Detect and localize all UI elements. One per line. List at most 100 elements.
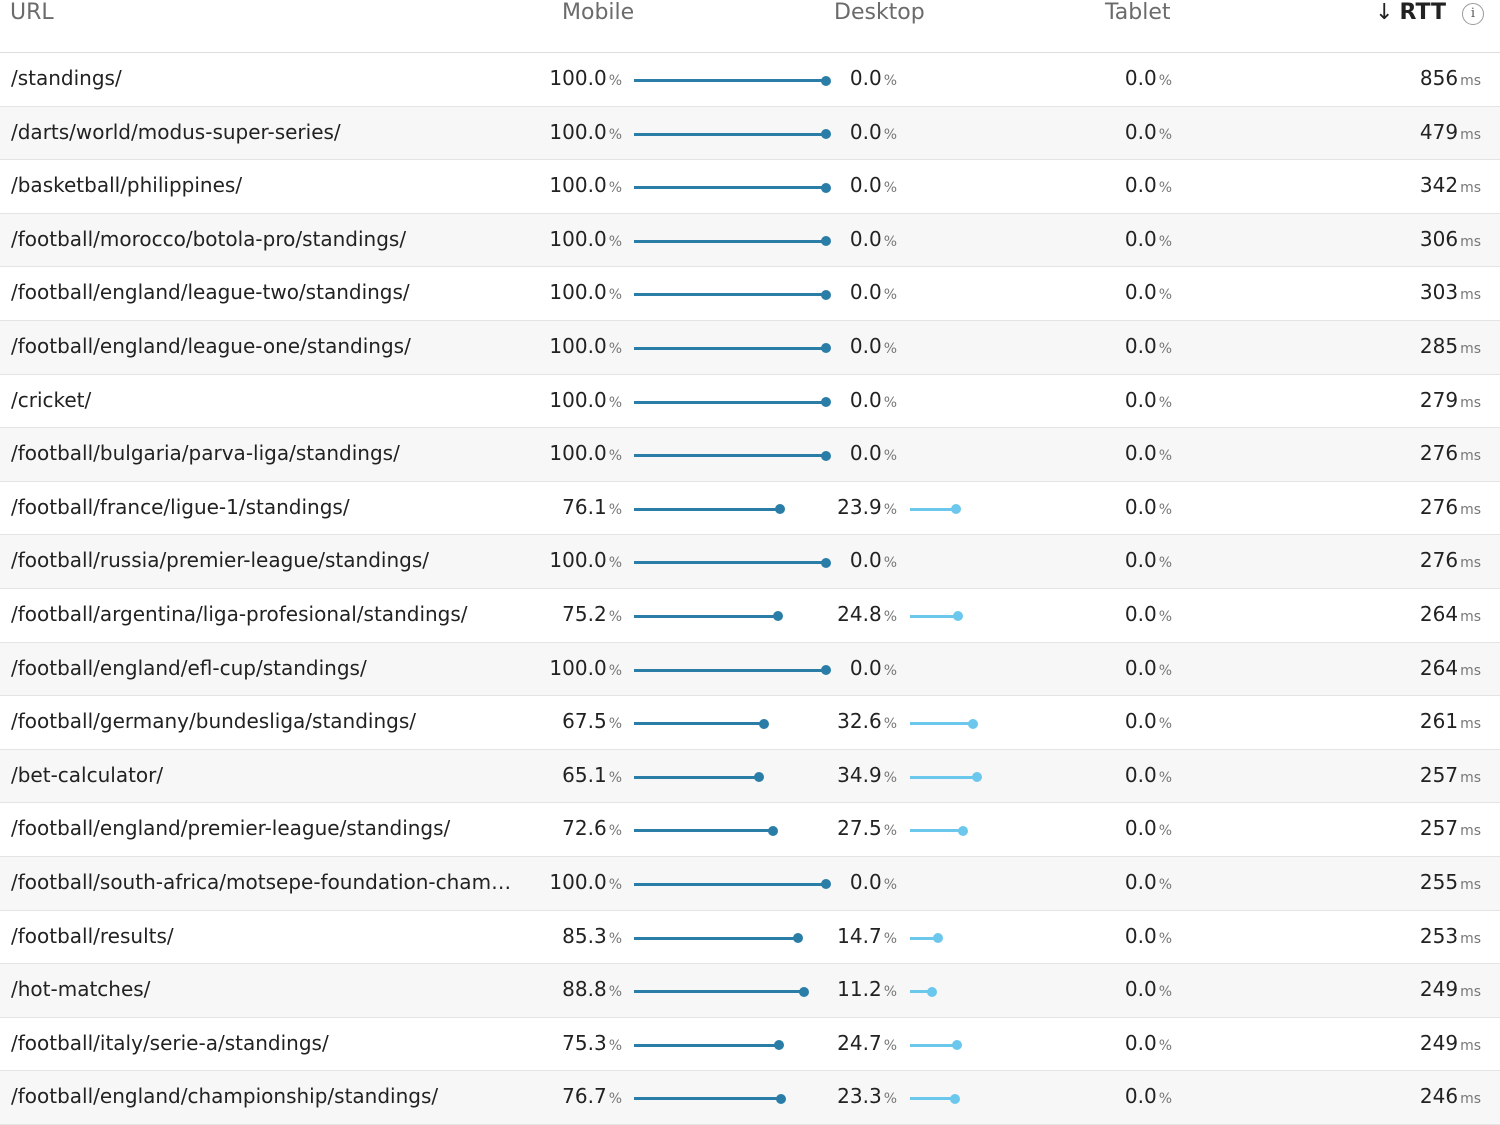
desktop-share-bar <box>910 611 963 622</box>
mobile-share-bar-dot <box>821 450 831 461</box>
desktop-share-bar <box>910 718 978 729</box>
rtt-value-value: 255 <box>1419 869 1459 894</box>
table-row[interactable]: /football/england/efl-cup/standings/100.… <box>0 642 1500 697</box>
table-row[interactable]: /football/results/85.3% 14.7% 0.0% 253 ms <box>0 911 1500 965</box>
tablet-percent-value: 0.0 <box>1124 66 1157 90</box>
column-header-tablet[interactable]: Tablet <box>1105 0 1171 25</box>
table-row[interactable]: /football/england/league-two/standings/1… <box>0 267 1500 321</box>
mobile-share-bar-dot <box>821 289 831 300</box>
desktop-percent-value: 34.9 <box>837 762 882 787</box>
table-row[interactable]: /bet-calculator/65.1% 34.9% 0.0% 257 ms <box>0 749 1500 804</box>
table-row[interactable]: /standings/100.0% 0.0% 0.0% 856 ms <box>0 53 1500 107</box>
row-url[interactable]: /football/england/league-two/standings/ <box>11 280 410 305</box>
desktop-percent-unit: % <box>883 984 897 1001</box>
desktop-percent-unit: % <box>883 126 897 143</box>
table-row[interactable]: /football/germany/bundesliga/standings/6… <box>0 696 1500 750</box>
row-url[interactable]: /basketball/philippines/ <box>11 173 243 198</box>
desktop-percent-unit: % <box>883 73 897 89</box>
desktop-share-bar <box>910 504 961 515</box>
rtt-value-value: 276 <box>1419 494 1459 519</box>
desktop-share-bar <box>910 1093 960 1104</box>
table-row[interactable]: /darts/world/modus-super-series/100.0% 0.… <box>0 106 1500 161</box>
tablet-percent: 0.0% <box>1125 173 1172 197</box>
mobile-percent-value: 100.0 <box>549 280 607 305</box>
row-url[interactable]: /football/england/premier-league/standin… <box>11 816 451 841</box>
column-header-desktop[interactable]: Desktop <box>834 0 925 25</box>
desktop-share-bar-dot <box>950 504 961 515</box>
rtt-value-value: 257 <box>1419 762 1459 787</box>
rtt-value: 276 ms <box>1420 441 1481 465</box>
row-url[interactable]: /football/results/ <box>11 923 174 948</box>
column-header-mobile[interactable]: Mobile <box>562 0 635 25</box>
row-url[interactable]: /bet-calculator/ <box>11 762 164 787</box>
row-url[interactable]: /football/italy/serie-a/standings/ <box>11 1030 329 1055</box>
tablet-percent-unit: % <box>1158 448 1172 465</box>
row-url[interactable]: /football/england/championship/standings… <box>11 1084 439 1109</box>
row-url[interactable]: /football/south-africa/motsepe-foundatio… <box>11 869 523 894</box>
table-row[interactable]: /cricket/100.0% 0.0% 0.0% 279 ms <box>0 375 1500 429</box>
row-url[interactable]: /cricket/ <box>11 387 92 412</box>
tablet-percent: 0.0% <box>1125 66 1172 90</box>
table-row[interactable]: /football/bulgaria/parva-liga/standings/… <box>0 428 1500 482</box>
desktop-percent-unit: % <box>883 716 897 733</box>
table-row[interactable]: /hot-matches/88.8% 11.2% 0.0% 249 ms <box>0 964 1500 1018</box>
mobile-share-bar <box>634 933 803 943</box>
table-row[interactable]: /football/england/premier-league/standin… <box>0 803 1500 857</box>
row-url[interactable]: /football/france/ligue-1/standings/ <box>11 494 350 519</box>
table-row[interactable]: /basketball/philippines/100.0% 0.0% 0.0% 34… <box>0 160 1500 214</box>
tablet-percent-unit: % <box>1158 180 1172 197</box>
mobile-percent-value: 65.1 <box>562 762 607 787</box>
tablet-percent: 0.0% <box>1125 1031 1172 1055</box>
row-url[interactable]: /darts/world/modus-super-series/ <box>11 119 341 144</box>
column-header-url[interactable]: URL <box>10 0 54 25</box>
table-row[interactable]: /football/south-africa/motsepe-foundatio… <box>0 856 1500 911</box>
desktop-percent-value: 24.7 <box>837 1030 882 1055</box>
table-row[interactable]: /football/russia/premier-league/standing… <box>0 535 1500 589</box>
row-url[interactable]: /football/germany/bundesliga/standings/ <box>11 709 416 734</box>
desktop-percent-unit: % <box>883 501 897 518</box>
table-row[interactable]: /football/england/league-one/standings/1… <box>0 320 1500 375</box>
row-url[interactable]: /football/argentina/liga-profesional/sta… <box>11 601 468 626</box>
table-row[interactable]: /football/france/ligue-1/standings/76.1%… <box>0 482 1500 536</box>
mobile-share-bar <box>634 343 831 354</box>
table-row[interactable]: /football/england/championship/standings… <box>0 1071 1500 1125</box>
rtt-value-unit: ms <box>1460 555 1481 572</box>
mobile-percent-value: 85.3 <box>562 923 607 948</box>
column-header-rtt[interactable]: ↓ RTT <box>1375 0 1446 28</box>
table-row[interactable]: /football/italy/serie-a/standings/75.3% 2… <box>0 1018 1500 1072</box>
tablet-percent: 0.0% <box>1125 227 1172 251</box>
rtt-value: 253 ms <box>1420 924 1481 948</box>
desktop-share-bar <box>910 772 982 783</box>
mobile-percent: 100.0% <box>549 656 622 680</box>
table-row[interactable]: /football/argentina/liga-profesional/sta… <box>0 589 1500 643</box>
mobile-share-bar <box>634 665 831 676</box>
mobile-percent-unit: % <box>608 1037 622 1054</box>
tablet-percent-unit: % <box>1158 73 1172 89</box>
tablet-percent-unit: % <box>1158 394 1172 411</box>
mobile-percent-value: 75.3 <box>562 1030 607 1055</box>
desktop-percent: 0.0% <box>850 388 897 412</box>
row-url[interactable]: /standings/ <box>11 66 122 90</box>
desktop-percent: 23.9% <box>837 495 897 519</box>
info-icon[interactable]: i <box>1462 3 1484 25</box>
desktop-percent: 0.0% <box>850 66 897 90</box>
rtt-value-unit: ms <box>1460 930 1481 947</box>
row-url[interactable]: /football/england/league-one/standings/ <box>11 333 411 358</box>
rtt-value-value: 303 <box>1419 280 1459 305</box>
rtt-value-unit: ms <box>1460 823 1481 840</box>
mobile-share-bar <box>634 75 831 86</box>
desktop-percent: 0.0% <box>850 334 897 358</box>
table-row[interactable]: /football/morocco/botola-pro/standings/1… <box>0 213 1500 268</box>
rtt-value-value: 261 <box>1419 709 1459 734</box>
mobile-share-bar-dot <box>821 397 831 408</box>
row-url[interactable]: /football/russia/premier-league/standing… <box>11 548 429 573</box>
desktop-percent-unit: % <box>883 662 897 679</box>
desktop-percent-unit: % <box>883 930 897 947</box>
row-url[interactable]: /hot-matches/ <box>11 977 151 1002</box>
desktop-percent: 14.7% <box>837 924 897 948</box>
row-url[interactable]: /football/england/efl-cup/standings/ <box>11 655 367 680</box>
desktop-percent-value: 0.0 <box>849 869 882 894</box>
mobile-share-bar-dot <box>821 665 831 676</box>
row-url[interactable]: /football/bulgaria/parva-liga/standings/ <box>11 441 400 466</box>
row-url[interactable]: /football/morocco/botola-pro/standings/ <box>11 226 407 251</box>
